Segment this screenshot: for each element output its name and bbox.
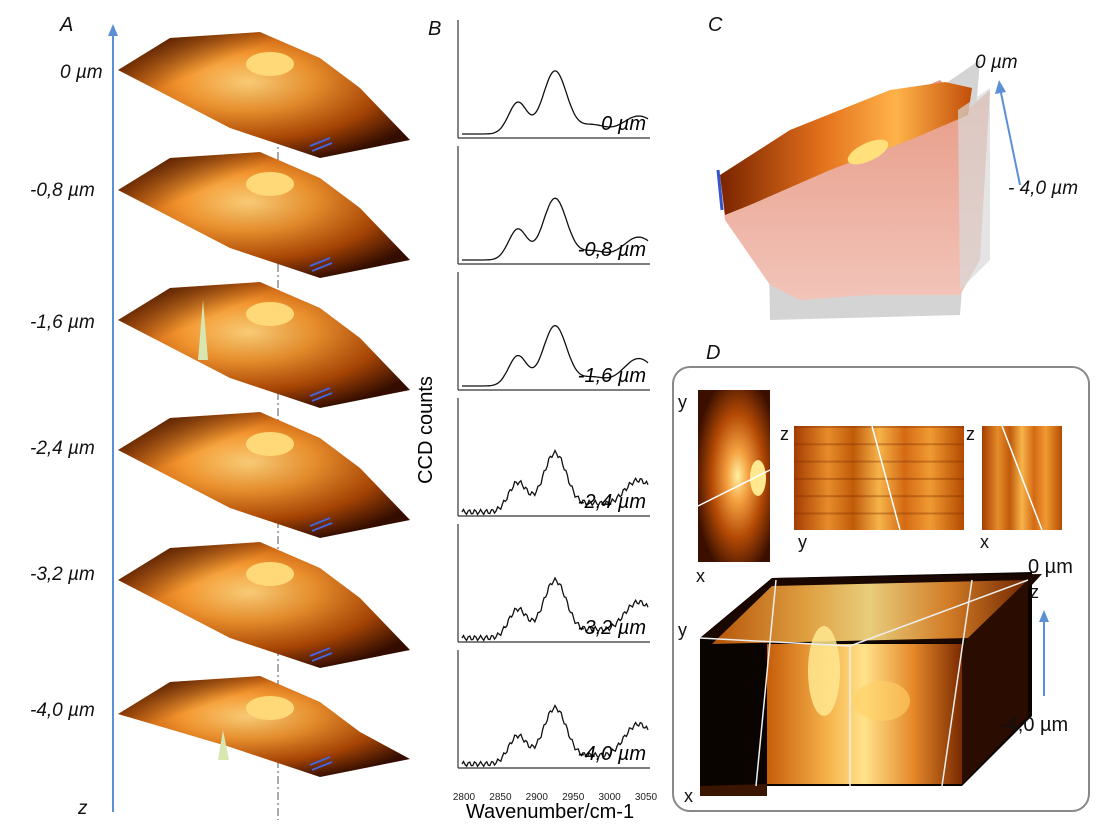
ylabel: CCD counts <box>415 376 437 484</box>
panel-a-label: A <box>60 14 74 36</box>
d-axis-x1: x <box>696 566 705 586</box>
d-axis-y3: y <box>678 620 687 640</box>
surface-0 <box>118 32 410 158</box>
c-depth-arrow <box>999 87 1021 186</box>
z-axis-label: z <box>78 798 88 819</box>
spectrum-label-3: -2,4 µm <box>578 491 646 513</box>
spectrum-label-5: -4,0 µm <box>578 743 646 765</box>
spectrum-2: -1,6 µm <box>457 272 650 391</box>
d-axis-z3: z <box>1030 582 1039 602</box>
d-axis-y2: y <box>798 532 807 552</box>
surface-5 <box>118 676 410 777</box>
spectrum-0: 0 µm <box>457 20 650 139</box>
d-top-label: 0 µm <box>1028 556 1073 578</box>
panel-c-volume <box>716 60 1021 320</box>
c-bottom-label: - 4,0 µm <box>1008 178 1079 199</box>
panel-d-box <box>672 366 1090 812</box>
xtick-5: 3050 <box>635 792 658 803</box>
depth-label-1: -0,8 µm <box>30 180 95 201</box>
spectrum-1: -0,8 µm <box>457 146 650 265</box>
xtick-2: 2900 <box>526 792 549 803</box>
d-bottom-label: -4,0 µm <box>1000 714 1069 736</box>
xtick-1: 2850 <box>489 792 512 803</box>
depth-label-4: -3,2 µm <box>30 564 95 585</box>
xtick-0: 2800 <box>453 792 476 803</box>
d-axis-z1: z <box>780 424 789 444</box>
surface-4 <box>118 542 410 668</box>
surface-2 <box>118 282 410 408</box>
depth-label-2: -1,6 µm <box>30 312 95 333</box>
depth-label-5: -4,0 µm <box>30 700 95 721</box>
c-top-label: 0 µm <box>975 52 1018 73</box>
panel-d-label: D <box>706 342 721 364</box>
panel-b-spectra: 0 µm-0,8 µm-1,6 µm-2,4 µm-3,2 µm-4,0 µm … <box>415 20 658 823</box>
depth-label-0: 0 µm <box>60 62 103 83</box>
depth-label-3: -2,4 µm <box>30 438 95 459</box>
xtick-4: 3000 <box>598 792 621 803</box>
surface-3 <box>118 412 410 538</box>
d-axis-y1: y <box>678 392 687 412</box>
panel-b-label: B <box>428 18 442 40</box>
panel-a-surfaces <box>108 24 410 820</box>
spectrum-4: -3,2 µm <box>457 524 650 643</box>
spectrum-label-2: -1,6 µm <box>578 365 646 387</box>
spectrum-label-0: 0 µm <box>601 113 646 135</box>
xlabel: Wavenumber/cm-1 <box>466 801 634 823</box>
spectrum-label-1: -0,8 µm <box>578 239 646 261</box>
d-axis-x2: x <box>980 532 989 552</box>
xtick-3: 2950 <box>562 792 585 803</box>
panel-d-slices <box>697 390 1062 796</box>
surface-1 <box>118 152 410 278</box>
spectrum-5: -4,0 µm <box>457 650 650 769</box>
spectrum-3: -2,4 µm <box>457 398 650 517</box>
spectrum-label-4: -3,2 µm <box>578 617 646 639</box>
d-axis-z2: z <box>966 424 975 444</box>
d-axis-x3: x <box>684 786 693 806</box>
panel-c-label: C <box>708 14 723 36</box>
